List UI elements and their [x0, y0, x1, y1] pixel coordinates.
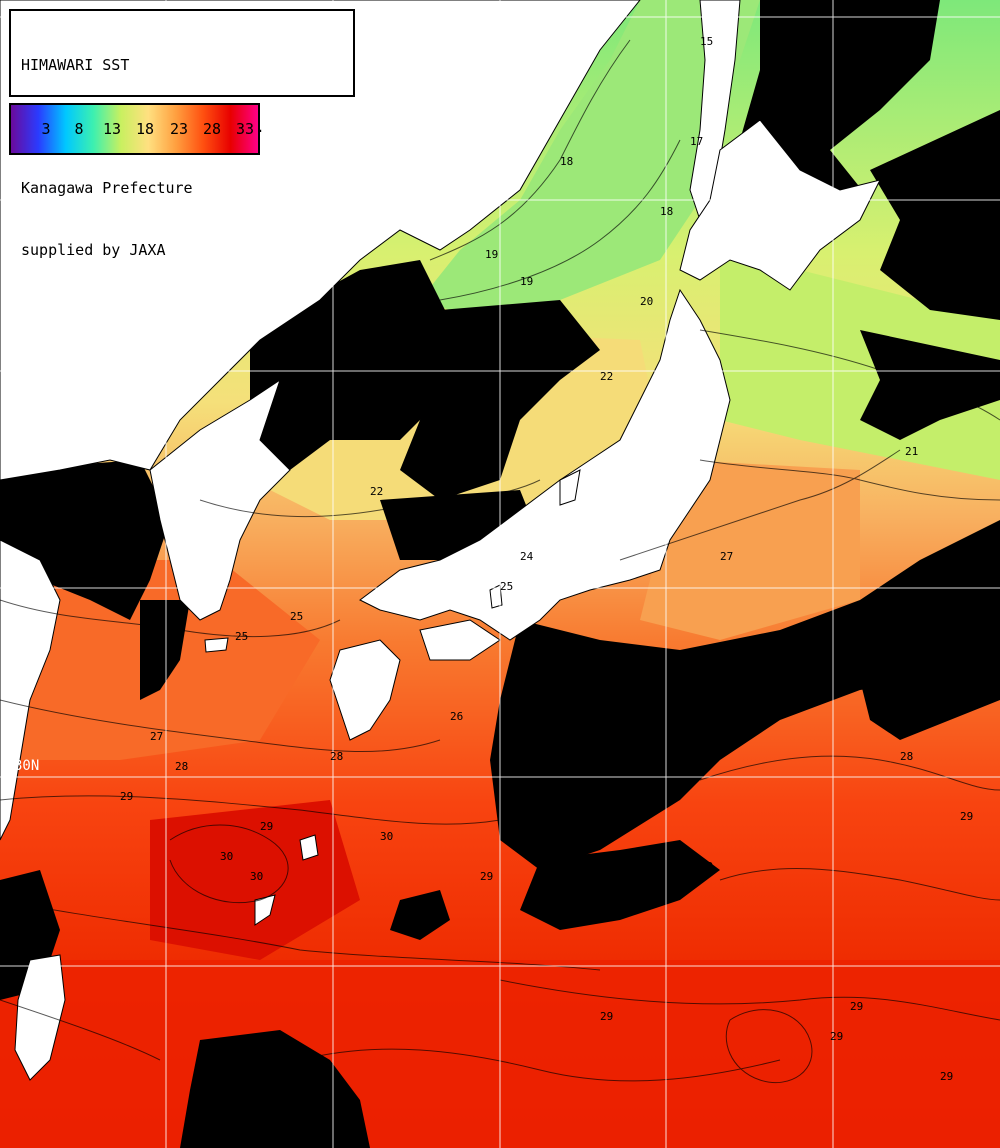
contour-label: 22 [390, 520, 403, 533]
legend-label-3: 3 [41, 120, 51, 138]
contour-line [699, 329, 1000, 421]
contour-label: 22 [600, 370, 613, 383]
legend-label-33: 33 [235, 120, 255, 138]
sst-contours [0, 39, 1000, 1084]
contour-label: 23 [460, 520, 473, 533]
contour-label: 29 [940, 1070, 953, 1083]
contour-line [619, 449, 901, 561]
contour-line [0, 599, 341, 638]
contour-line [699, 755, 1000, 791]
info-supplier: supplied by JAXA [21, 240, 166, 259]
contour-label: 19 [485, 248, 498, 261]
cloud-luzon-strait [180, 1030, 370, 1148]
contour-label: 30 [380, 830, 393, 843]
contour-line [299, 1048, 781, 1082]
land-honshu [359, 288, 731, 641]
contour-line [0, 699, 441, 753]
land-taiwan [14, 954, 66, 1081]
land-noto [559, 469, 581, 506]
contour-line [429, 39, 631, 261]
contour-label: 27 [720, 550, 733, 563]
cloud-east-hokkaido [870, 110, 1000, 320]
contour-label: 28 [330, 750, 343, 763]
contour-label: 29 [600, 1010, 613, 1023]
cloud-south-tiny [390, 890, 450, 940]
color-legend: 3 8 13 18 23 28 33 [9, 103, 260, 155]
land-china-east [0, 539, 61, 841]
legend-label-28: 28 [202, 120, 222, 138]
info-box: HIMAWARI SST 2025/06/27 08(UTC) 3H Comp.… [9, 9, 355, 259]
contour-line [499, 979, 1000, 1021]
contour-line [699, 459, 1000, 501]
cloud-yellow-sea [140, 600, 190, 700]
contour-label: 25 [290, 610, 303, 623]
land-hokkaido [679, 119, 881, 291]
land-amami [299, 834, 319, 861]
legend-label-13: 13 [102, 120, 122, 138]
contour-label: 26 [450, 710, 463, 723]
contour-label: 24 [520, 550, 534, 563]
info-title: HIMAWARI SST [21, 56, 130, 74]
contour-label: 29 [120, 790, 133, 803]
okhotsk-sst [420, 0, 760, 320]
contour-line [169, 824, 289, 904]
contour-label: 19 [520, 275, 533, 288]
contour-label: 20 [640, 295, 653, 308]
legend-label-8: 8 [74, 120, 84, 138]
contour-label: 27 [150, 730, 163, 743]
contour-label: 21 [880, 370, 893, 383]
info-region: Kanagawa Prefecture [21, 179, 193, 197]
cloud-sanriku [860, 330, 1000, 440]
legend-label-23: 23 [169, 120, 189, 138]
contour-label: 30 [220, 850, 233, 863]
land-shikoku [419, 619, 501, 661]
contour-label: 18 [560, 155, 573, 168]
contour-line [719, 867, 1000, 901]
contour-label: 29 [830, 1030, 843, 1043]
contour-labels: 15 17 18 18 19 19 20 21 21 22 22 22 23 24 25 25 25 26 27 27… [120, 35, 973, 1083]
contour-label: 29 [700, 860, 713, 873]
contour-label: 25 [500, 580, 513, 593]
contour-label: 17 [690, 135, 703, 148]
cloud-east-far [860, 660, 1000, 740]
contour-label: 29 [960, 810, 973, 823]
lat-label-40n: 40N [14, 352, 40, 368]
contour-label: 29 [480, 870, 493, 883]
land-jeju [204, 637, 229, 653]
contour-label: 22 [370, 485, 383, 498]
legend-gradient [11, 105, 258, 153]
contour-line [439, 139, 681, 301]
contour-line [0, 999, 161, 1061]
contour-label: 18 [660, 205, 673, 218]
contour-label: 30 [250, 870, 263, 883]
land-korea [149, 378, 291, 621]
lat-label-30n: 30N [14, 758, 40, 774]
contour-label: 25 [235, 630, 248, 643]
contour-line [0, 899, 601, 971]
kuroshio-sst [640, 460, 860, 640]
contour-label: 29 [260, 820, 273, 833]
contour-label: 28 [175, 760, 188, 773]
contour-label: 15 [700, 35, 713, 48]
legend-labels: 3 8 13 18 23 28 33 [11, 105, 258, 153]
cloud-pacific-tail [520, 840, 720, 930]
contour-label: 29 [850, 1000, 863, 1013]
legend-label-18: 18 [135, 120, 155, 138]
contour-label: 28 [900, 750, 913, 763]
land-izu-islands [489, 584, 503, 609]
contour-line [199, 479, 541, 518]
contour-label: 21 [905, 445, 918, 458]
cloud-pacific-main [490, 520, 1000, 870]
contour-line [0, 795, 501, 825]
contour-line [725, 1009, 813, 1084]
